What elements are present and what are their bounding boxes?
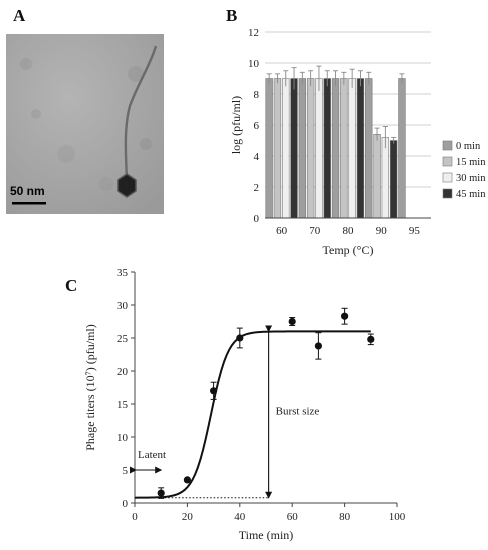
growth-chart-x-tick-label: 20 [182,511,194,523]
scale-bar-label: 50 nm [10,184,45,198]
growth-chart-x-label: Time (min) [239,528,294,542]
bar [282,78,290,219]
data-point [341,312,349,320]
growth-chart-x-tick-label: 0 [132,511,138,523]
bar-chart-y-tick-label: 6 [254,120,260,132]
data-point [210,387,218,395]
bar [381,137,390,219]
bar-chart-y-tick-label: 2 [254,182,260,194]
bar-chart-x-tick-label: 70 [309,225,321,237]
growth-chart-y-tick-label: 20 [117,366,129,378]
bar-chart-y-tick-label: 0 [254,213,260,225]
growth-chart-y-tick-label: 0 [123,498,129,510]
bar-chart-y-tick-label: 8 [254,89,260,101]
micrograph-background [6,34,164,214]
legend-swatch [442,188,453,199]
legend-label: 15 min [456,157,486,168]
panel-b-letter: B [226,6,238,25]
growth-chart-x-tick-label: 60 [287,511,299,523]
bar-chart-x-tick-label: 90 [376,225,388,237]
micrograph-noise [20,58,152,191]
growth-chart-x-tick-label: 40 [234,511,246,523]
micrograph-drawing [6,34,164,214]
growth-fit-curve [134,330,371,499]
bar-chart: 0 2 4 6 8 10 12 60 70 80 90 95 0 min 15 min 30 min 45… [229,27,486,257]
bar-chart-y-ticks: 0 2 4 6 8 10 12 [248,27,260,225]
bar [365,78,373,219]
legend-swatch [442,140,453,151]
bar [331,78,340,219]
bar [273,78,282,219]
bar [398,78,406,219]
legend-swatch [442,172,453,183]
growth-chart-x-tick-label: 100 [389,511,406,523]
growth-chart-y-tick-label: 30 [117,300,129,312]
legend-label: 0 min [456,141,481,152]
bar [348,78,356,219]
latent-label: Latent [138,449,166,461]
bar-chart-x-tick-label: 80 [343,225,355,237]
growth-chart-x-ticks: 0 20 40 60 80 100 [132,503,406,523]
bar [315,78,323,219]
growth-curve-chart: 0 5 10 15 20 25 30 35 0 20 40 60 80 100 Latent Burst… [83,267,406,542]
bar [373,134,381,219]
legend-label: 30 min [456,173,486,184]
bar [340,78,348,219]
growth-chart-y-ticks: 0 5 10 15 20 25 30 35 [117,267,135,510]
bar [306,78,315,219]
micrograph-image: 50 nm [6,34,164,214]
data-point [157,489,165,497]
bar [389,140,398,219]
panel-c-letter: C [65,276,78,295]
data-point [314,342,322,350]
phage-capsid [117,173,137,198]
bar-chart-y-tick-label: 10 [248,58,260,70]
growth-chart-y-tick-label: 25 [117,333,129,345]
panel-a-letter: A [13,6,26,25]
growth-chart-y-tick-label: 10 [117,432,129,444]
bar-chart-x-tick-label: 60 [276,225,288,237]
bar-chart-x-tick-label: 95 [409,225,421,237]
data-point [183,476,191,484]
bar [290,78,298,219]
data-point [236,334,244,342]
bar [323,78,331,219]
bar-chart-x-ticks: 60 70 80 90 95 [276,225,420,237]
growth-chart-y-tick-label: 5 [123,465,129,477]
growth-chart-y-tick-label: 15 [117,399,129,411]
burst-size-label: Burst size [276,406,320,418]
growth-data-points [157,307,375,499]
bar [356,78,365,219]
bar [298,78,307,219]
bar-chart-y-tick-label: 12 [248,27,259,39]
bar-chart-legend: 0 min 15 min 30 min 45 min [442,140,486,200]
bar [265,78,273,219]
bar-chart-bars [265,65,406,219]
legend-label: 45 min [456,189,486,200]
bar-chart-grid [265,31,431,219]
legend-swatch [442,156,453,167]
phage-tail [124,45,158,181]
growth-chart-y-tick-label: 35 [117,267,129,279]
scale-bar [12,202,46,205]
bar-chart-x-label: Temp (°C) [323,243,374,257]
data-point [367,335,375,343]
data-point [288,317,296,326]
growth-chart-y-label: Phage titers (10⁷) (pfu/ml) [83,324,97,451]
growth-chart-x-tick-label: 80 [339,511,351,523]
bar-chart-y-label: log (pfu/ml) [229,96,243,154]
bar-chart-y-tick-label: 4 [254,151,260,163]
